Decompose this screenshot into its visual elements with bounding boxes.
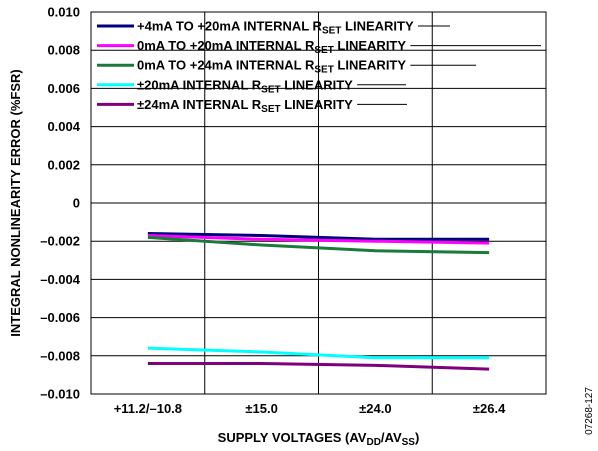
- x-axis-label-part: ): [415, 430, 419, 445]
- legend-label: ±24mA INTERNAL RSET LINEARITY: [137, 97, 353, 115]
- legend: +4mA TO +20mA INTERNAL RSET LINEARITY0mA…: [97, 19, 541, 115]
- x-axis-label: SUPPLY VOLTAGES (AVDD/AVSS): [218, 430, 420, 448]
- y-axis-ticks: 0.010 0.008 0.006 0.004 0.002 0 –0.002 –0.004 –0…: [40, 5, 81, 402]
- y-tick-label: 0.006: [47, 81, 80, 96]
- figure-id: 07268-127: [584, 387, 595, 435]
- y-tick-label: 0.002: [47, 157, 80, 172]
- series-line: [147, 233, 490, 245]
- x-tick-label: ±26.4: [473, 401, 506, 416]
- series-lines: [147, 232, 490, 371]
- legend-label: ±20mA INTERNAL RSET LINEARITY: [137, 77, 353, 95]
- x-axis-ticks: +11.2/–10.8 ±15.0 ±24.0 ±26.4: [114, 401, 506, 416]
- y-tick-label: –0.002: [40, 234, 80, 249]
- x-tick-label: ±15.0: [245, 401, 277, 416]
- x-axis-label-sub: DD: [366, 437, 380, 448]
- series-line: [147, 232, 490, 241]
- y-tick-label: –0.010: [40, 387, 80, 402]
- series-line: [147, 235, 490, 255]
- series-line: [147, 361, 490, 371]
- y-axis-label: INTEGRAL NONLINEARITY ERROR (%FSR): [8, 69, 23, 336]
- x-tick-label: +11.2/–10.8: [114, 401, 182, 416]
- series-line: [147, 346, 490, 360]
- x-axis-label-part: SUPPLY VOLTAGES (AV: [218, 430, 367, 445]
- x-tick-label: ±24.0: [359, 401, 391, 416]
- legend-label: +4mA TO +20mA INTERNAL RSET LINEARITY: [137, 19, 414, 37]
- y-tick-label: 0.010: [47, 5, 80, 20]
- legend-label: 0mA TO +24mA INTERNAL RSET LINEARITY: [137, 58, 406, 76]
- legend-label: 0mA TO +20mA INTERNAL RSET LINEARITY: [137, 38, 406, 56]
- y-tick-label: 0: [73, 196, 80, 211]
- x-axis-label-part: /AV: [381, 430, 402, 445]
- y-tick-label: –0.006: [40, 310, 80, 325]
- y-tick-label: –0.004: [40, 272, 81, 287]
- plot-area: [90, 11, 547, 395]
- x-axis-label-sub: SS: [402, 437, 416, 448]
- y-tick-label: –0.008: [40, 348, 80, 363]
- y-tick-label: 0.008: [47, 43, 80, 58]
- y-tick-label: 0.004: [47, 119, 80, 134]
